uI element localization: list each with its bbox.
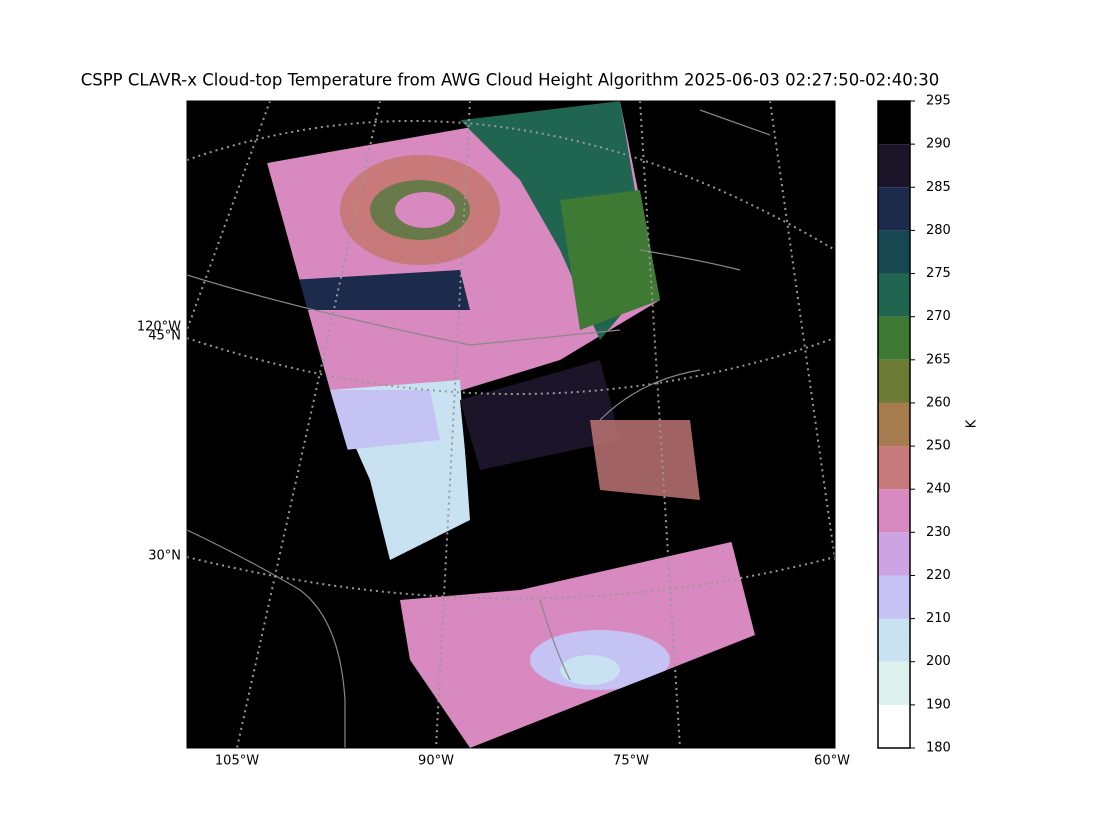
colorbar-bin	[878, 489, 910, 533]
colorbar-tick-label: 260	[926, 395, 951, 410]
colorbar-bin	[878, 230, 910, 274]
colorbar-bin	[878, 187, 910, 231]
colorbar-tick-label: 180	[926, 741, 951, 756]
colorbar-tick-label: 280	[926, 223, 951, 238]
colorbar-bin	[878, 273, 910, 317]
colorbar-tick-label: 275	[926, 266, 951, 281]
colorbar-tick-label: 285	[926, 180, 951, 195]
lat-label: 30°N	[148, 549, 181, 564]
colorbar-bin	[878, 144, 910, 188]
lon-label: 105°W	[215, 754, 259, 769]
colorbar-bin	[878, 316, 910, 360]
colorbar-bin	[878, 661, 910, 705]
colorbar-tick-label: 295	[926, 94, 951, 109]
colorbar-tick-label: 210	[926, 611, 951, 626]
map	[187, 101, 835, 748]
lat-label: 45°N	[148, 329, 181, 344]
colorbar-tick-label: 220	[926, 568, 951, 583]
colorbar-tick-label: 270	[926, 309, 951, 324]
colorbar-bin	[878, 402, 910, 447]
title: CSPP CLAVR-x Cloud-top Temperature from …	[81, 71, 940, 90]
colorbar-tick-label: 250	[926, 439, 951, 454]
colorbar-bin	[878, 575, 910, 619]
colorbar-tick-label: 200	[926, 654, 951, 669]
colorbar-bin	[878, 101, 910, 145]
lat-label: 120°W	[137, 320, 181, 335]
lon-label: 75°W	[613, 754, 649, 769]
colorbar: 180 190 200 210 220 230 240 250 260 265 270 275 280 2…	[877, 94, 951, 756]
colorbar-tick-label: 190	[926, 697, 951, 712]
colorbar-tick-label: 230	[926, 525, 951, 540]
colorbar-bin	[878, 446, 910, 490]
lon-label: 60°W	[814, 754, 850, 769]
lon-label: 90°W	[418, 754, 454, 769]
colorbar-frame	[877, 100, 911, 749]
colorbar-label: K	[965, 419, 980, 428]
colorbar-tick-label: 290	[926, 137, 951, 152]
colorbar-tick-label: 240	[926, 482, 951, 497]
colorbar-bin	[878, 532, 910, 576]
map-frame	[186, 100, 836, 749]
colorbar-bin	[878, 618, 910, 662]
colorbar-bin	[878, 359, 910, 403]
colorbar-bin	[878, 704, 910, 748]
colorbar-tick-label: 265	[926, 352, 951, 367]
